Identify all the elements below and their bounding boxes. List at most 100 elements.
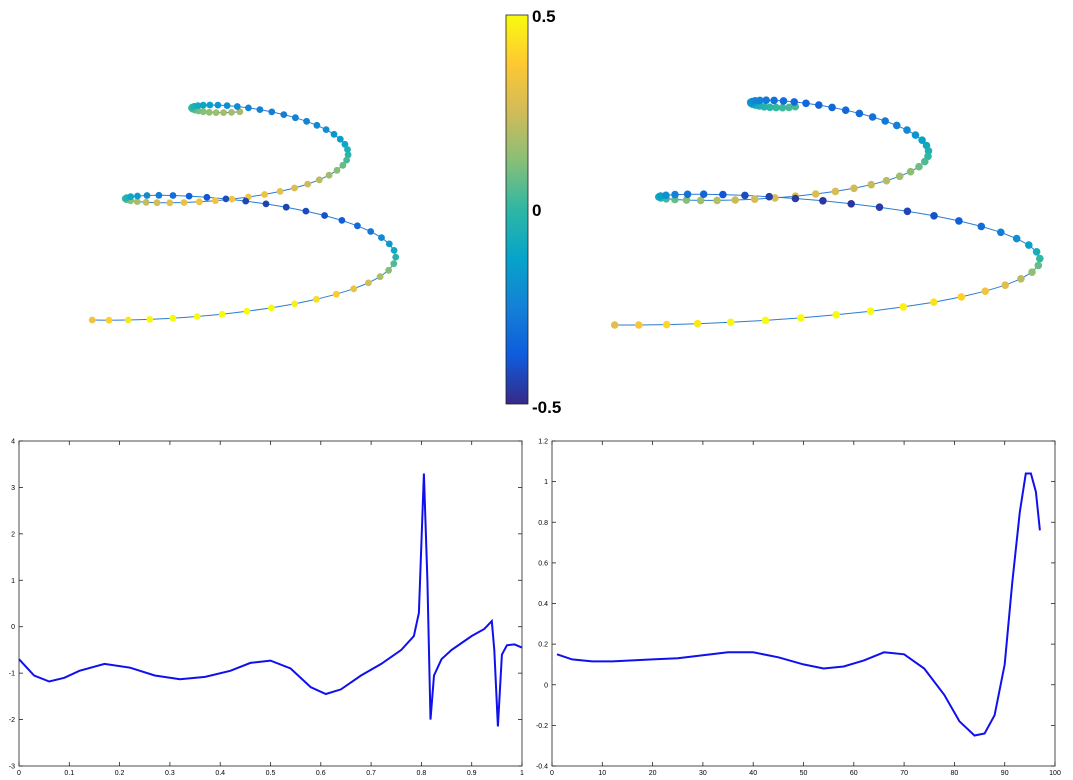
spiral-marker	[291, 300, 298, 308]
spiral-marker	[772, 103, 780, 112]
spiral-marker	[955, 217, 963, 225]
spiral-marker	[693, 319, 702, 328]
spiral-marker	[267, 304, 275, 312]
spiral-marker	[682, 196, 691, 204]
spiral-marker	[245, 104, 252, 112]
colorbar-tick-zero: 0	[532, 201, 541, 220]
right-plot-ytick-label: 0.6	[538, 560, 548, 567]
spiral-marker	[153, 199, 161, 207]
left-plot-ytick-label: 0	[11, 624, 15, 631]
spiral-marker	[997, 228, 1005, 237]
colorbar-tick-min: -0.5	[532, 398, 561, 417]
spiral-marker	[212, 109, 220, 116]
line-plot-left: 0 0.1 0.2 0.3 0.4 0.5 0.6 0.7 0.8 0.9 1 -3 -2 -1 0 1 2 3 4	[9, 439, 524, 778]
spiral-marker	[915, 162, 923, 171]
right-plot-ytick-label: 0	[544, 682, 548, 689]
spiral-marker	[243, 307, 251, 315]
left-plot-ytick-label: -2	[9, 717, 15, 724]
spiral-marker	[344, 146, 351, 153]
spiral-marker	[291, 184, 298, 192]
spiral-marker	[785, 103, 793, 112]
spiral-marker	[304, 180, 312, 188]
spiral-marker	[771, 194, 779, 202]
spiral-marker	[778, 103, 787, 112]
spiral-marker	[268, 108, 276, 116]
spiral-marker	[350, 285, 358, 293]
spiral-marker	[214, 101, 222, 109]
spiral-marker	[1017, 275, 1025, 283]
spiral-marker	[981, 287, 989, 296]
spiral-marker	[341, 140, 349, 148]
spiral-marker	[218, 310, 226, 318]
right-plot-xtick-label: 90	[1001, 770, 1009, 777]
spiral-marker	[321, 212, 328, 219]
spiral-marker	[893, 121, 901, 130]
spiral-marker	[127, 193, 135, 201]
spiral-marker	[847, 200, 855, 208]
spiral-marker	[766, 103, 774, 112]
spiral-marker	[881, 117, 889, 125]
spiral-marker	[169, 314, 177, 322]
spiral-marker	[635, 321, 643, 329]
right-plot-series-line	[556, 472, 1041, 737]
spiral-marker	[977, 222, 986, 231]
spiral-marker	[662, 320, 671, 329]
spiral-marker	[696, 196, 705, 205]
spiral-marker	[811, 190, 820, 198]
spiral-marker	[903, 207, 912, 216]
spiral-marker	[256, 106, 264, 113]
spiral-marker	[367, 228, 375, 235]
spiral-marker	[911, 131, 920, 139]
spiral-marker	[88, 316, 96, 324]
spiral-marker	[143, 192, 151, 199]
spiral-marker	[333, 166, 341, 174]
right-plot-xtick-label: 40	[749, 770, 757, 777]
spiral-marker	[166, 199, 174, 207]
spiral-marker	[180, 199, 188, 206]
left-plot-xtick-label: 0.2	[115, 770, 125, 777]
left-plot-xtick-label: 0.5	[266, 770, 276, 777]
right-plot-ytick-label: 0.4	[538, 601, 548, 608]
right-plot-xtick-label: 20	[649, 770, 657, 777]
colorbar: 0.5 0 -0.5	[505, 7, 561, 417]
spiral-marker	[671, 190, 679, 199]
spiral-marker	[930, 298, 938, 307]
spiral-marker	[330, 130, 338, 138]
spiral-marker	[727, 318, 735, 327]
spiral-marker	[378, 234, 385, 242]
spiral-marker	[819, 197, 827, 205]
spiral-marker	[797, 314, 805, 322]
spiral-marker	[185, 192, 193, 200]
spiral-marker	[699, 190, 708, 198]
spiral-marker	[332, 290, 340, 298]
left-plot-series-line	[18, 473, 523, 727]
right-plot-xtick-label: 70	[900, 770, 908, 777]
spiral-marker	[683, 190, 692, 199]
spiral-marker	[1032, 248, 1041, 256]
spiral-marker	[832, 311, 840, 319]
spiral-marker	[831, 187, 840, 196]
spiral-marker	[376, 273, 384, 281]
spiral-marker	[392, 253, 400, 261]
spiral-marker	[930, 212, 938, 220]
spiral-marker	[1028, 268, 1036, 277]
spiral-marker	[205, 108, 213, 116]
spiral-marker	[918, 136, 926, 144]
left-plot-xtick-label: 0.9	[467, 770, 477, 777]
spiral-marker	[222, 195, 230, 203]
spiral-marker	[1036, 254, 1044, 263]
right-plot-ytick-label: 1	[544, 479, 548, 486]
right-plot-xtick-label: 10	[598, 770, 606, 777]
spiral-marker	[206, 101, 214, 109]
spiral-marker	[1012, 234, 1021, 243]
left-plot-xtick-label: 0	[17, 770, 21, 777]
spiral-marker	[906, 167, 915, 176]
spiral-marker	[242, 197, 250, 205]
spiral-marker	[731, 196, 739, 204]
spiral-marker	[315, 176, 323, 184]
right-plot-xtick-label: 30	[699, 770, 707, 777]
spiral-marker	[882, 176, 891, 185]
colorbar-tick-max: 0.5	[532, 7, 556, 26]
spiral-marker	[802, 99, 810, 108]
